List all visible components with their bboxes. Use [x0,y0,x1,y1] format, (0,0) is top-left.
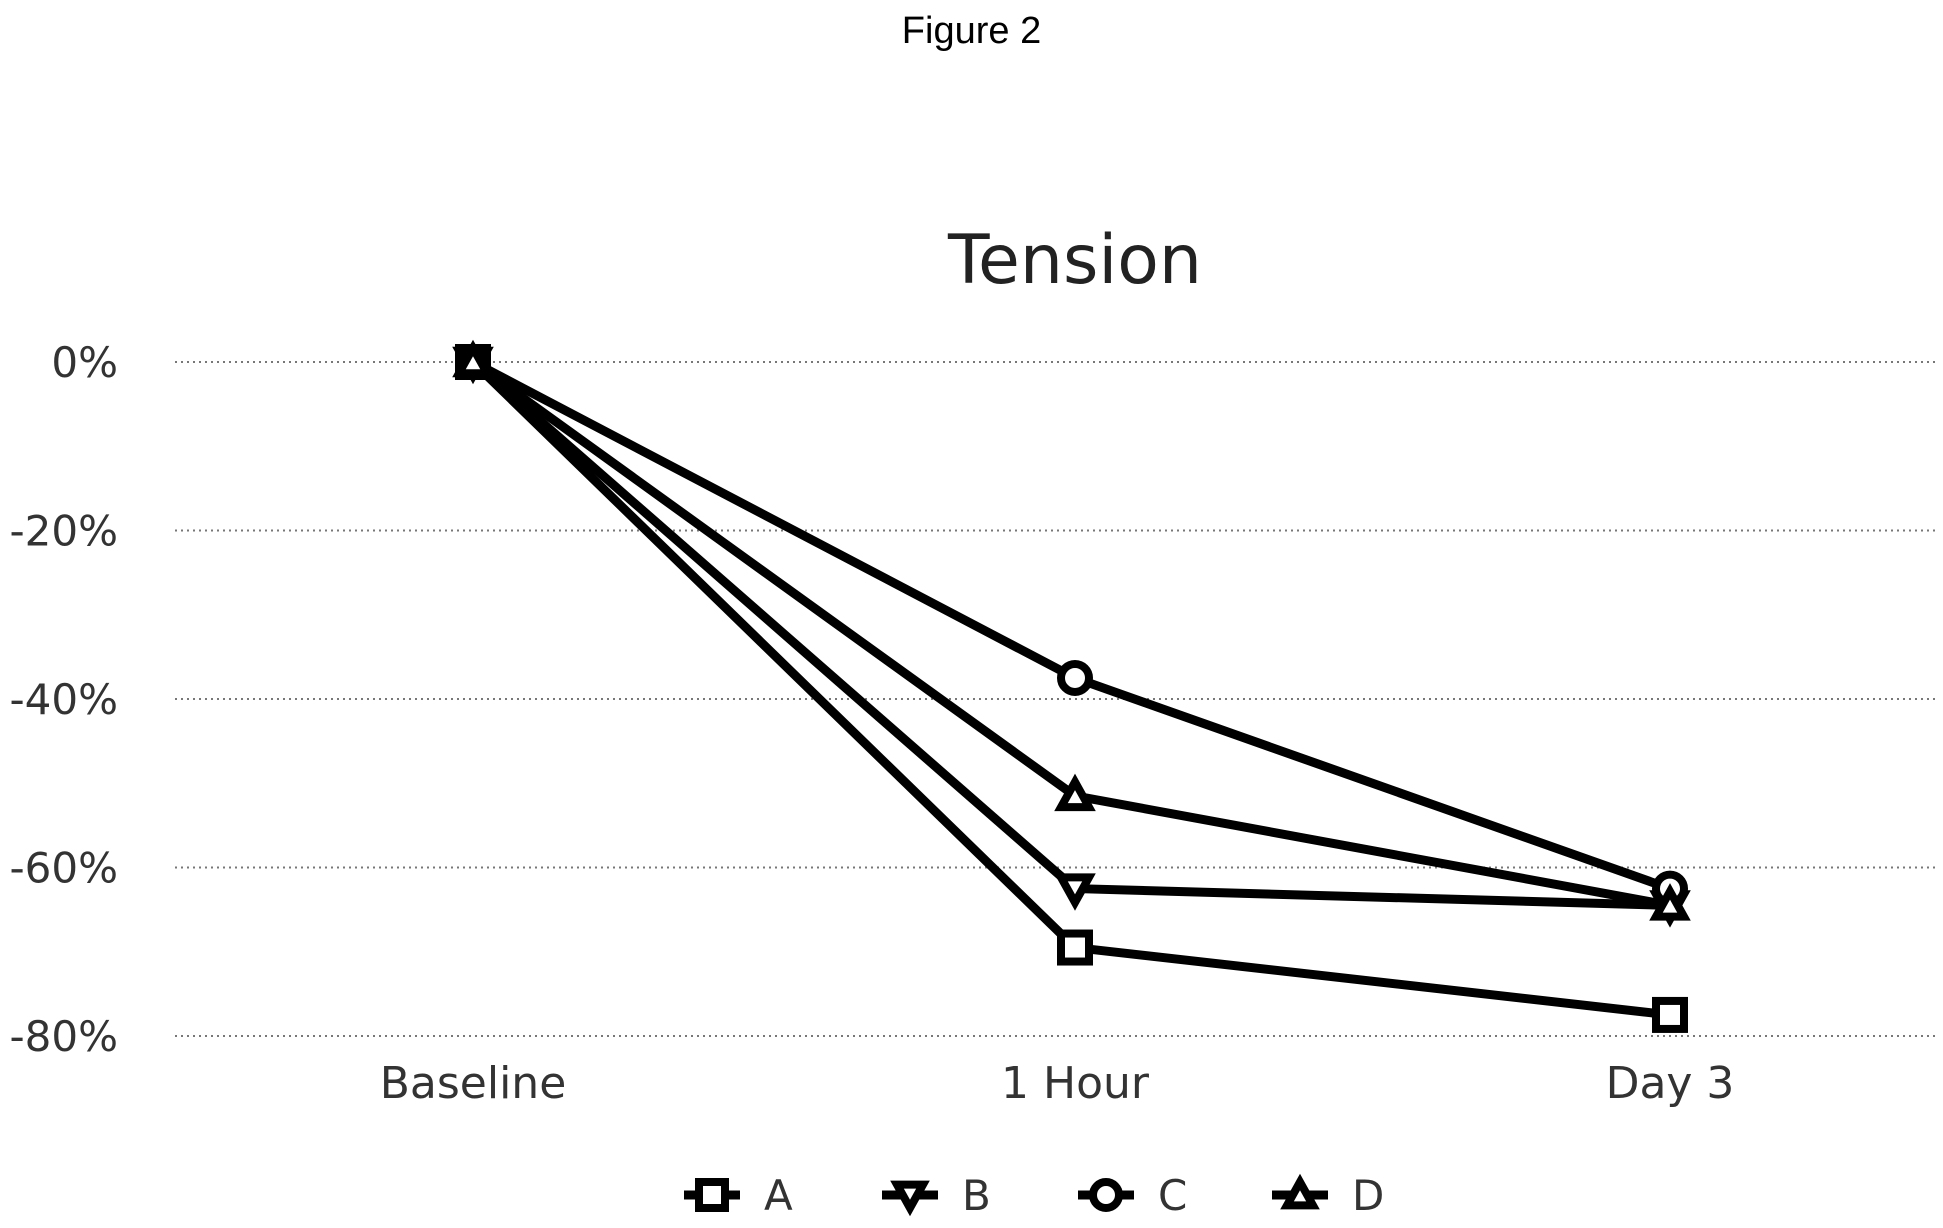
legend-item-a: A [684,1171,793,1220]
data-point-c [1057,659,1093,696]
legend-item-d: D [1272,1171,1384,1220]
legend-label: C [1158,1171,1187,1220]
data-point-d [1054,773,1096,812]
legend-label: B [962,1171,991,1220]
legend-marker-c [1089,1178,1123,1212]
figure-label: Figure 2 [901,10,1042,52]
data-point-a [1652,996,1688,1033]
legend-marker-a [695,1178,729,1212]
y-axis-tick-labels: 0% -20% -40% -60% -80% [9,338,118,1061]
data-point-a [1057,929,1093,966]
y-tick-label: 0% [51,338,118,387]
x-category-label: Day 3 [1606,1058,1735,1109]
series-markers [452,339,1691,1033]
gridlines [175,361,1935,1037]
x-category-label: 1 Hour [1001,1058,1150,1109]
legend-item-b: B [882,1171,991,1220]
y-tick-label: -20% [9,507,118,556]
legend-item-c: C [1078,1171,1187,1220]
x-category-label: Baseline [380,1058,567,1109]
legend-label: D [1352,1171,1384,1220]
legend: A B C D [684,1171,1384,1220]
data-point-d [1649,883,1691,921]
data-point-b [1054,873,1096,911]
legend-marker-d [1280,1173,1320,1210]
y-tick-label: -60% [9,844,118,893]
x-axis-category-labels: Baseline 1 Hour Day 3 [380,1058,1735,1109]
data-point-d [452,339,494,378]
y-tick-label: -80% [9,1012,118,1061]
chart-title: Tension [947,221,1202,300]
legend-marker-b [890,1180,930,1217]
legend-label: A [764,1171,793,1220]
y-tick-label: -40% [9,675,118,724]
